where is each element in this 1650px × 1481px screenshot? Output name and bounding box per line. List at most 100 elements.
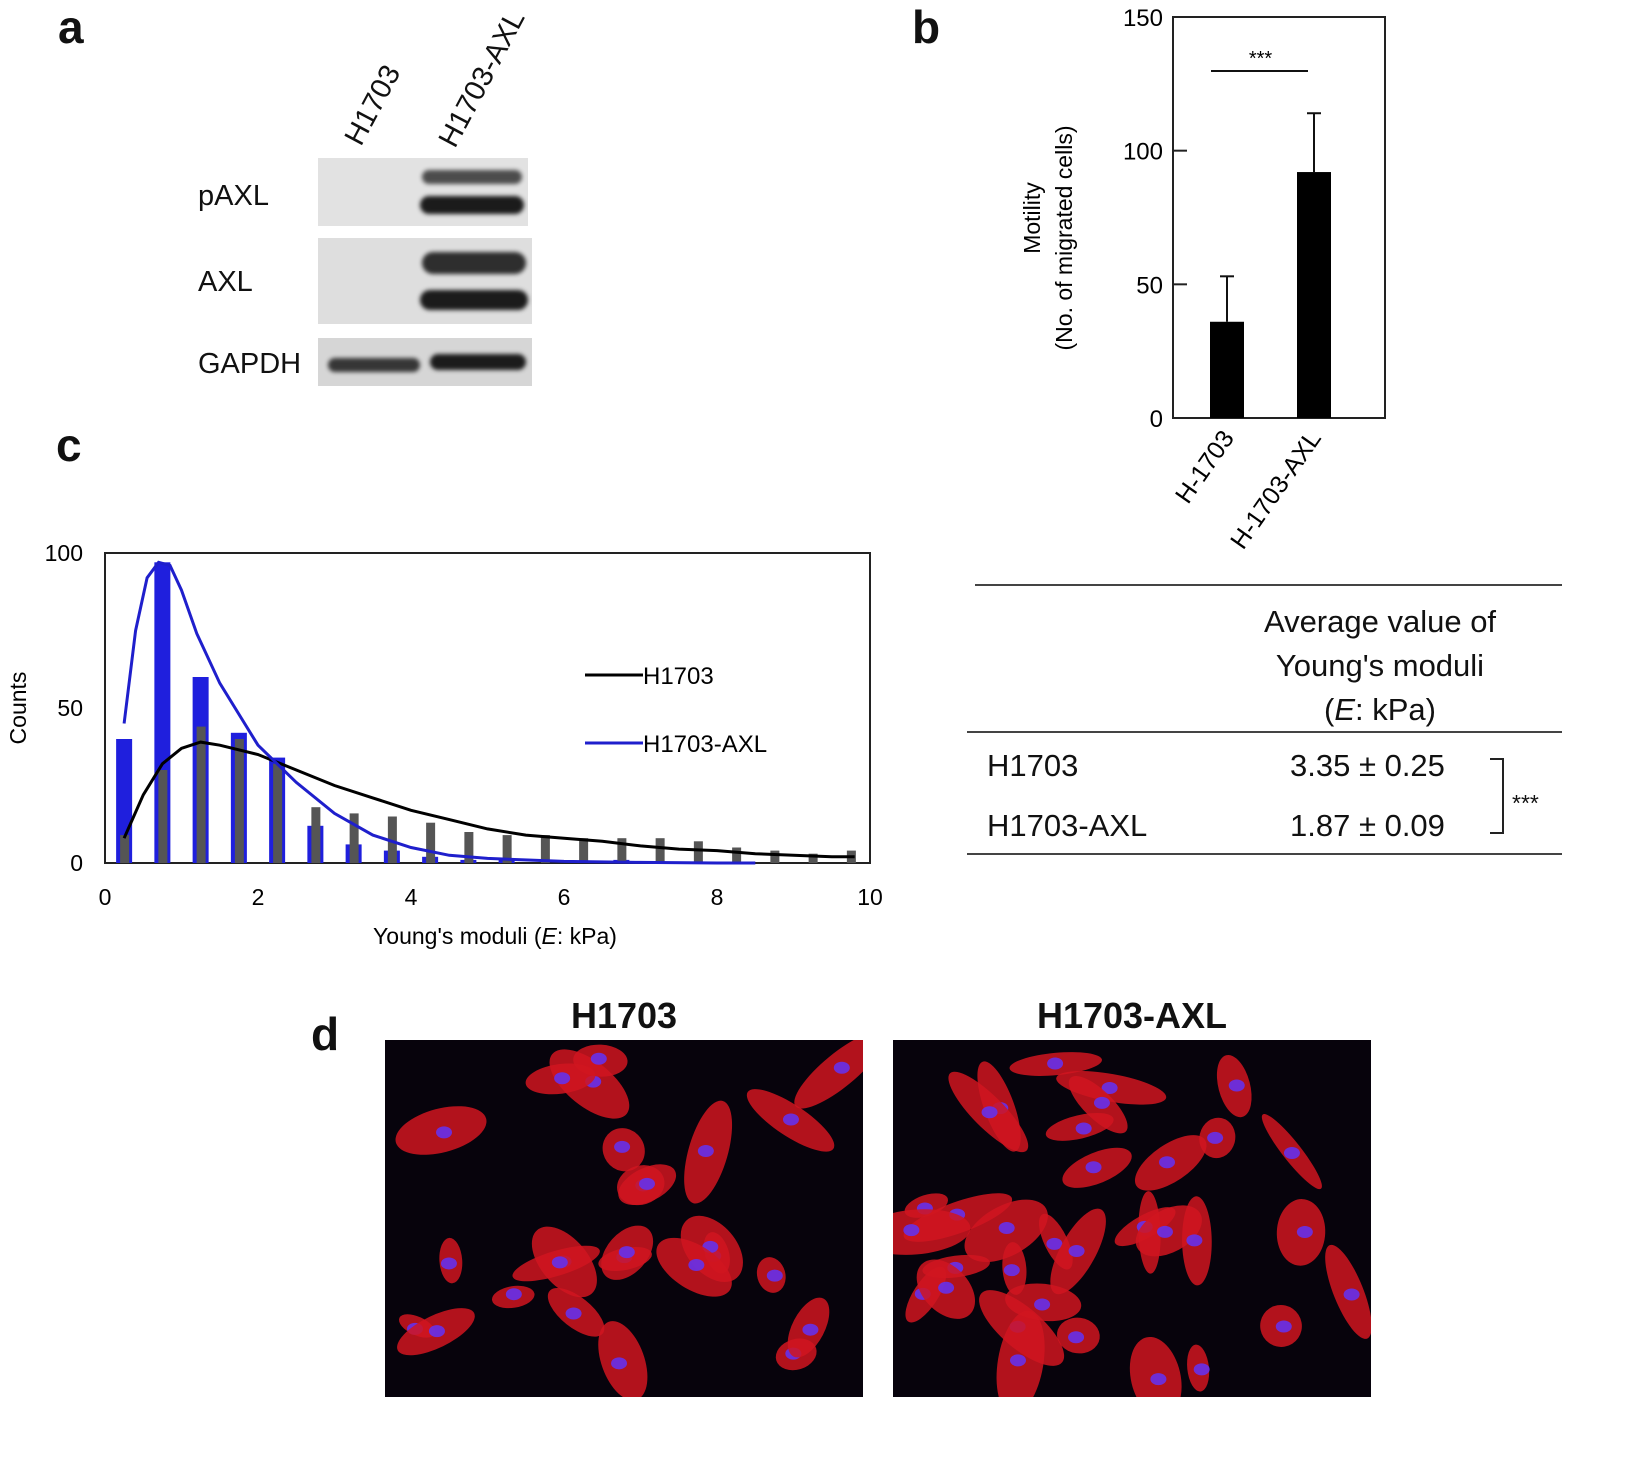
blot-strip-axl — [318, 238, 532, 324]
motility-category-label: H-1703 — [1170, 425, 1240, 508]
cell-nucleus — [782, 1113, 799, 1126]
histogram-frame — [104, 552, 871, 864]
cell-nucleus — [766, 1269, 783, 1282]
table-significance-stars: *** — [1512, 790, 1539, 816]
histogram-xlabel: Young's moduli (E: kPa) — [373, 923, 617, 949]
histogram-xtick-label: 8 — [711, 884, 724, 910]
cell-nucleus — [903, 1224, 920, 1237]
cell-nucleus — [505, 1288, 522, 1301]
table-row-value: 1.87 ± 0.09 — [1290, 808, 1445, 843]
cell-nucleus — [1085, 1161, 1102, 1174]
motility-ytick-label: 150 — [1123, 5, 1163, 32]
cell-nucleus — [1093, 1096, 1110, 1109]
table-row-label: H1703 — [987, 748, 1079, 783]
motility-category-label: H-1703-AXL — [1225, 425, 1327, 554]
cell-nucleus — [638, 1177, 655, 1190]
cell-nucleus — [1193, 1363, 1210, 1376]
cell-nucleus — [1343, 1288, 1360, 1301]
motility-ylabel-line1: Motility — [1019, 182, 1045, 254]
cell-nucleus — [697, 1144, 714, 1157]
cell-nucleus — [1186, 1234, 1203, 1247]
cell-nucleus — [1228, 1079, 1245, 1092]
cell-nucleus — [833, 1061, 850, 1074]
cell-nucleus — [981, 1106, 998, 1119]
cell-nucleus — [1068, 1244, 1085, 1257]
histogram-bar-h1703 — [426, 822, 436, 863]
cell-nucleus — [1046, 1237, 1063, 1250]
table-header: Average value of Young's moduli (E: kPa) — [1180, 600, 1580, 732]
cell-nucleus — [1047, 1057, 1064, 1070]
cell-nucleus — [554, 1072, 571, 1085]
cell-nucleus — [551, 1256, 568, 1269]
histogram-bar-h1703 — [311, 807, 321, 863]
cell-nucleus — [1207, 1131, 1224, 1144]
panel-letter-c: c — [56, 419, 82, 471]
histogram-bar-h1703 — [273, 763, 283, 863]
motility-ytick-label: 100 — [1123, 139, 1163, 166]
micrograph-h1703 — [385, 1040, 863, 1397]
lane-label-h1703: H1703 — [338, 60, 408, 151]
blot-row-label-paxl: pAXL — [198, 180, 269, 212]
cell-nucleus — [565, 1307, 582, 1320]
cell-nucleus — [590, 1052, 607, 1065]
histogram-bar-h1703 — [349, 813, 359, 863]
cell-nucleus — [1009, 1354, 1026, 1367]
table-header-line3: (E: kPa) — [1324, 692, 1436, 727]
histogram-bar-h1703 — [617, 838, 627, 863]
table-header-rule — [967, 731, 1562, 733]
histogram-ytick-label: 0 — [70, 850, 83, 876]
motility-frame — [1172, 16, 1386, 419]
cell-nucleus — [436, 1126, 453, 1139]
histogram-ytick-label: 100 — [45, 540, 83, 566]
cell-nucleus — [1101, 1082, 1118, 1095]
cell-nucleus — [1068, 1331, 1085, 1344]
blot-row-label-axl: AXL — [198, 266, 253, 298]
cell-nucleus — [1283, 1146, 1300, 1159]
cell-nucleus — [688, 1258, 705, 1271]
histogram-bar-h1703 — [387, 816, 397, 863]
histogram-bar-h1703 — [120, 835, 130, 863]
micrograph-title-h1703-axl: H1703-AXL — [1036, 995, 1228, 1036]
micrograph-title-h1703: H1703 — [570, 995, 678, 1036]
fit-curve-h1703-axl — [122, 560, 756, 865]
table-row-value: 3.35 ± 0.25 — [1290, 748, 1445, 783]
table-top-rule — [975, 584, 1562, 586]
table-header-line1: Average value of — [1263, 604, 1497, 639]
blot-strip-gapdh — [318, 338, 532, 386]
histogram-bar-h1703 — [158, 770, 168, 863]
cell-nucleus — [938, 1281, 955, 1294]
cell-nucleus — [440, 1257, 457, 1270]
histogram-bar-h1703 — [693, 841, 703, 863]
motility-ytick-label: 50 — [1136, 272, 1163, 299]
table-row-label: H1703-AXL — [987, 808, 1148, 843]
fit-curve-h1703 — [122, 740, 855, 859]
cell-nucleus — [1275, 1320, 1292, 1333]
histogram-xtick-label: 2 — [252, 884, 265, 910]
cell-nucleus — [1159, 1156, 1176, 1169]
histogram-bar-h1703 — [234, 739, 244, 863]
histogram-bar-h1703 — [464, 832, 474, 863]
cell-nucleus — [1034, 1298, 1051, 1311]
motility-significance-stars: *** — [1249, 48, 1273, 70]
histogram-bar-h1703 — [196, 726, 206, 863]
cell-nucleus — [802, 1323, 819, 1336]
histogram-ytick-label: 50 — [57, 695, 83, 721]
cell-nucleus — [618, 1246, 635, 1259]
histogram-xtick-label: 10 — [857, 884, 883, 910]
histogram-xtick-label: 4 — [405, 884, 418, 910]
histogram-bar-h1703 — [540, 835, 550, 863]
panel-letter-d: d — [311, 1008, 340, 1060]
histogram-bar-h1703 — [808, 853, 818, 863]
motility-bar — [1297, 172, 1331, 418]
motility-ylabel-line2: (No. of migrated cells) — [1051, 126, 1077, 351]
cell-nucleus — [428, 1325, 445, 1338]
motility-bar — [1210, 321, 1244, 418]
lane-label-h1703-axl: H1703-AXL — [432, 5, 532, 153]
cell-nucleus — [1296, 1225, 1313, 1238]
histogram-bar-h1703 — [655, 838, 665, 863]
youngs-moduli-histogram: 0 2 4 6 8 10 0 50 100 H1703 H1703-AXL Counts You… — [5, 540, 883, 949]
histogram-bar-h1703 — [502, 835, 512, 863]
panel-letter-b: b — [912, 1, 941, 53]
table-bottom-rule — [967, 853, 1562, 855]
